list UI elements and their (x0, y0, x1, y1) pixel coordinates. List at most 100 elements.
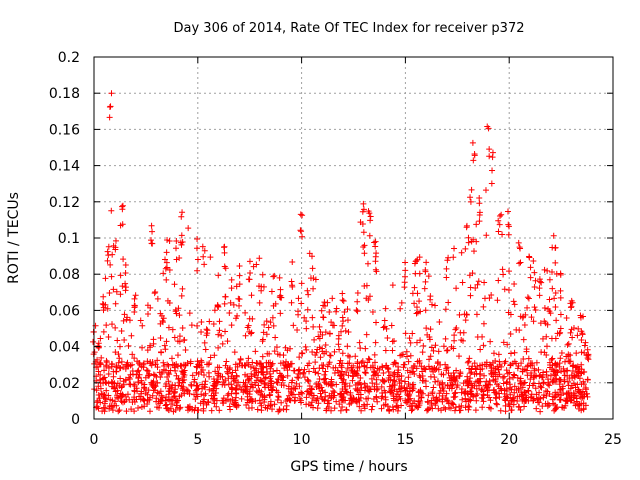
data-point (235, 379, 242, 386)
data-point (380, 324, 387, 331)
data-point (559, 404, 566, 411)
data-point (322, 389, 329, 396)
data-point (299, 390, 306, 397)
data-point (207, 354, 214, 361)
data-point (338, 397, 345, 404)
data-point (388, 322, 395, 329)
data-point (385, 368, 392, 375)
data-point (344, 360, 351, 367)
data-point (303, 318, 310, 325)
data-point (381, 323, 388, 330)
data-point (261, 321, 268, 328)
data-point (178, 241, 185, 248)
data-point (326, 309, 333, 316)
data-point (263, 331, 270, 338)
y-tick-label: 0 (71, 412, 80, 428)
x-tick-label: 15 (396, 432, 414, 448)
data-point (170, 408, 177, 415)
y-tick-label: 0.04 (49, 340, 80, 356)
data-point (453, 324, 460, 331)
data-point (107, 396, 114, 403)
data-point (546, 382, 553, 389)
data-point (340, 376, 347, 383)
data-point (419, 349, 426, 356)
data-point (536, 292, 543, 299)
data-point (536, 285, 543, 292)
data-point (531, 269, 538, 276)
data-point (566, 394, 573, 401)
data-point (501, 286, 508, 293)
data-point (200, 253, 207, 260)
data-point (488, 291, 495, 298)
data-point (150, 378, 157, 385)
data-point (248, 329, 255, 336)
data-point (427, 353, 434, 360)
data-point (119, 399, 126, 406)
data-point (517, 245, 524, 252)
data-point (453, 375, 460, 382)
data-point (573, 395, 580, 402)
data-point (501, 360, 508, 367)
data-point (333, 308, 340, 315)
data-point (568, 303, 575, 310)
data-point (223, 358, 230, 365)
data-point (162, 256, 169, 263)
data-point (350, 362, 357, 369)
data-point (176, 338, 183, 345)
data-point (112, 398, 119, 405)
data-point (472, 407, 479, 414)
data-point (163, 276, 170, 283)
data-point (198, 329, 205, 336)
data-point (251, 367, 258, 374)
data-point (547, 372, 554, 379)
data-point (571, 399, 578, 406)
data-point (575, 388, 582, 395)
data-point (218, 332, 225, 339)
data-point (524, 372, 531, 379)
data-point (272, 334, 279, 341)
data-point (411, 397, 418, 404)
data-point (199, 243, 206, 250)
data-point (527, 274, 534, 281)
data-point (480, 342, 487, 349)
data-point (216, 407, 223, 414)
data-point (316, 335, 323, 342)
data-point (452, 404, 459, 411)
data-point (424, 407, 431, 414)
data-point (394, 407, 401, 414)
data-point (567, 329, 574, 336)
data-point (128, 406, 135, 413)
data-point (105, 252, 112, 259)
data-point (436, 382, 443, 389)
data-point (294, 374, 301, 381)
data-point (373, 319, 380, 326)
data-point (499, 266, 506, 273)
data-point (107, 261, 114, 268)
data-point (532, 277, 539, 284)
data-point (521, 379, 528, 386)
data-point (566, 358, 573, 365)
data-point (525, 387, 532, 394)
data-point (105, 243, 112, 250)
data-point (110, 242, 117, 249)
data-point (411, 284, 418, 291)
data-point (160, 366, 167, 373)
data-point (516, 260, 523, 267)
data-point (204, 399, 211, 406)
data-point (341, 308, 348, 315)
data-point (194, 322, 201, 329)
data-point (465, 358, 472, 365)
data-point (322, 368, 329, 375)
data-point (515, 403, 522, 410)
data-point (164, 236, 171, 243)
data-point (222, 328, 229, 335)
data-point (563, 314, 570, 321)
data-point (185, 225, 192, 232)
data-point (432, 402, 439, 409)
data-point (476, 382, 483, 389)
data-point (290, 385, 297, 392)
data-point (104, 248, 111, 255)
data-point (488, 180, 495, 187)
data-point (471, 151, 478, 158)
data-point (503, 379, 510, 386)
